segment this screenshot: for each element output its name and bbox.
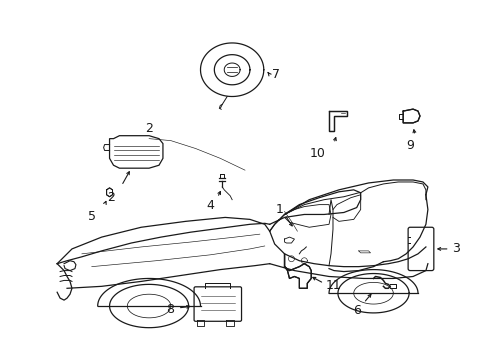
Text: 5: 5 bbox=[87, 210, 96, 223]
Text: 7: 7 bbox=[271, 68, 279, 81]
Polygon shape bbox=[109, 136, 163, 168]
Polygon shape bbox=[402, 109, 419, 123]
Text: 3: 3 bbox=[451, 242, 459, 255]
FancyBboxPatch shape bbox=[407, 227, 433, 271]
Text: 6: 6 bbox=[352, 305, 360, 318]
Text: 4: 4 bbox=[206, 199, 214, 212]
Polygon shape bbox=[328, 111, 346, 131]
FancyBboxPatch shape bbox=[194, 287, 241, 321]
Polygon shape bbox=[106, 188, 112, 197]
Text: 8: 8 bbox=[165, 303, 174, 316]
Polygon shape bbox=[284, 254, 310, 288]
Text: 11: 11 bbox=[325, 279, 341, 292]
Text: 2: 2 bbox=[145, 122, 153, 135]
Text: 1: 1 bbox=[275, 203, 283, 216]
Text: 10: 10 bbox=[308, 147, 325, 160]
Text: 2: 2 bbox=[107, 191, 115, 204]
Text: 9: 9 bbox=[406, 139, 413, 152]
